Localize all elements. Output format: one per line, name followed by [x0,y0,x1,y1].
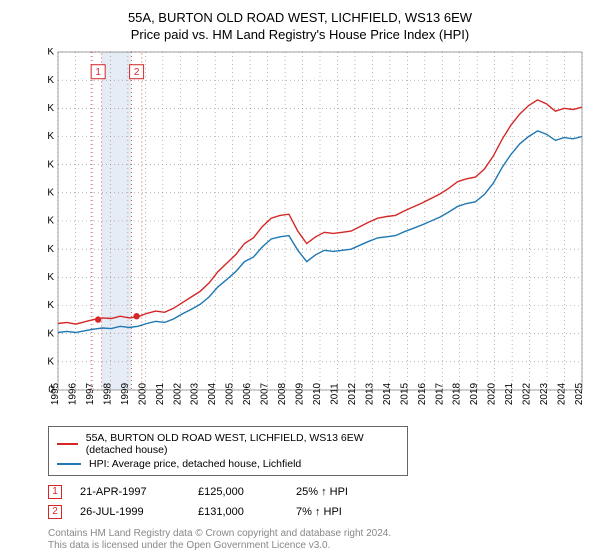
sale-row: 2 26-JUL-1999 £131,000 7% ↑ HPI [48,502,588,522]
y-axis-label: £550K [48,75,54,86]
x-axis-label: 2000 [137,382,148,405]
y-axis-label: £350K [48,187,54,198]
x-axis-label: 1998 [102,382,113,405]
x-axis-label: 2024 [557,382,568,405]
footer-line-1: Contains HM Land Registry data © Crown c… [48,528,588,541]
y-axis-label: £200K [48,272,54,283]
sale-row: 1 21-APR-1997 £125,000 25% ↑ HPI [48,482,588,502]
sale-date: 26-JUL-1999 [80,506,180,518]
x-axis-label: 2010 [312,382,323,405]
y-axis-label: £250K [48,244,54,255]
svg-text:2: 2 [134,67,140,78]
sale-date: 21-APR-1997 [80,486,180,498]
x-axis-label: 2009 [295,382,306,405]
sale-delta: 25% ↑ HPI [296,486,348,498]
y-axis-label: £100K [48,328,54,339]
x-axis-label: 2023 [539,382,550,405]
line-chart: £0£50K£100K£150K£200K£250K£300K£350K£400… [48,48,586,418]
footer-line-2: This data is licensed under the Open Gov… [48,540,588,553]
sale-price: £125,000 [198,486,278,498]
x-axis-label: 1997 [85,382,96,405]
x-axis-label: 1999 [120,382,131,405]
x-axis-label: 2019 [469,382,480,405]
x-axis-label: 2012 [347,382,358,405]
x-axis-label: 2013 [364,382,375,405]
y-axis-label: £150K [48,300,54,311]
svg-text:1: 1 [95,67,101,78]
y-axis-label: £400K [48,159,54,170]
y-axis-label: £500K [48,103,54,114]
legend-item: HPI: Average price, detached house, Lich… [57,457,399,471]
sale-badge: 2 [48,505,62,519]
x-axis-label: 2003 [190,382,201,405]
legend-swatch [57,443,78,445]
x-axis-label: 1995 [50,382,61,405]
legend-item: 55A, BURTON OLD ROAD WEST, LICHFIELD, WS… [57,431,399,457]
x-axis-label: 2008 [277,382,288,405]
x-axis-label: 2018 [452,382,463,405]
footer: Contains HM Land Registry data © Crown c… [48,528,588,553]
y-axis-label: £300K [48,216,54,227]
x-axis-label: 2006 [242,382,253,405]
x-axis-label: 2004 [207,382,218,405]
x-axis-label: 2015 [399,382,410,405]
y-axis-label: £50K [48,356,54,367]
y-axis-label: £450K [48,131,54,142]
chart-subtitle: Price paid vs. HM Land Registry's House … [12,27,588,42]
legend: 55A, BURTON OLD ROAD WEST, LICHFIELD, WS… [48,426,408,476]
x-axis-label: 2011 [329,383,340,405]
y-axis-label: £600K [48,48,54,58]
legend-label: 55A, BURTON OLD ROAD WEST, LICHFIELD, WS… [86,432,399,456]
x-axis-label: 2016 [417,382,428,405]
x-axis-label: 2002 [172,382,183,405]
x-axis-label: 2022 [522,382,533,405]
x-axis-label: 2001 [155,382,166,405]
plot-area: £0£50K£100K£150K£200K£250K£300K£350K£400… [48,48,586,418]
legend-swatch [57,463,81,465]
x-axis-label: 2005 [225,382,236,405]
x-axis-label: 2020 [487,382,498,405]
sales-list: 1 21-APR-1997 £125,000 25% ↑ HPI 2 26-JUL-199… [48,482,588,522]
sale-badge: 1 [48,485,62,499]
x-axis-label: 2017 [434,382,445,405]
x-axis-label: 2007 [260,382,271,405]
x-axis-label: 1996 [67,382,78,405]
chart-title: 55A, BURTON OLD ROAD WEST, LICHFIELD, WS… [12,10,588,27]
x-axis-label: 2021 [504,382,515,405]
sale-price: £131,000 [198,506,278,518]
sale-delta: 7% ↑ HPI [296,506,342,518]
x-axis-label: 2014 [382,382,393,405]
legend-label: HPI: Average price, detached house, Lich… [89,458,301,470]
root: 55A, BURTON OLD ROAD WEST, LICHFIELD, WS… [0,0,600,560]
x-axis-label: 2025 [574,382,585,405]
